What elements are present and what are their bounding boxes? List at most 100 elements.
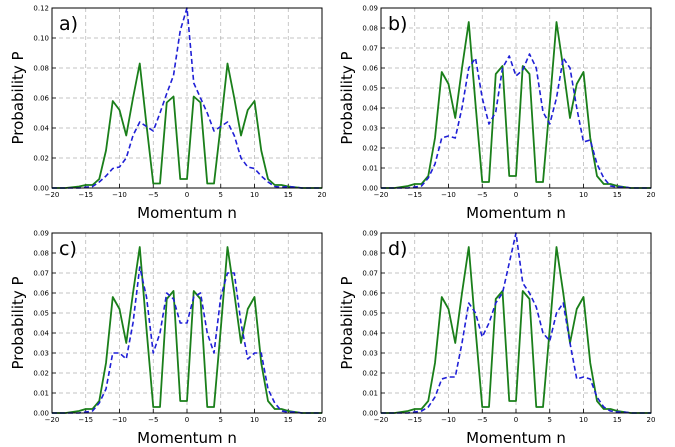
- x-axis-label: Momentum n: [466, 429, 566, 447]
- y-tick-label: 0.03: [362, 125, 378, 133]
- y-tick-label: 0.02: [362, 145, 378, 153]
- x-tick-label: −5: [477, 191, 487, 199]
- x-tick-label: 10: [579, 191, 588, 199]
- plot-frame: [380, 7, 652, 189]
- y-axis-label: Probability P: [9, 51, 27, 144]
- x-tick-label: 5: [548, 191, 552, 199]
- plot-frame: [51, 7, 323, 189]
- dashed-series-line: [52, 266, 322, 414]
- plot-frame: [51, 232, 323, 414]
- panel-label: b): [388, 13, 407, 35]
- x-tick-label: 15: [284, 416, 293, 424]
- x-tick-label: −5: [148, 416, 158, 424]
- x-tick-label: 20: [647, 191, 656, 199]
- x-tick-label: 20: [647, 416, 656, 424]
- x-tick-label: 0: [185, 191, 189, 199]
- y-tick-label: 0.07: [362, 45, 378, 53]
- y-tick-label: 0.06: [362, 65, 378, 73]
- y-tick-label: 0.01: [362, 165, 378, 173]
- x-tick-label: −20: [374, 416, 389, 424]
- x-tick-label: 10: [250, 191, 259, 199]
- x-tick-label: 15: [284, 191, 293, 199]
- x-axis-label: Momentum n: [466, 204, 566, 222]
- x-tick-label: 5: [219, 416, 223, 424]
- y-tick-label: 0.02: [362, 370, 378, 378]
- x-tick-label: −10: [441, 416, 456, 424]
- solid-series-line: [52, 246, 322, 414]
- dashed-series-line: [381, 232, 651, 414]
- y-tick-label: 0.09: [362, 5, 378, 13]
- x-tick-label: 15: [613, 416, 622, 424]
- x-tick-label: −5: [477, 416, 487, 424]
- chart-panel-4: −20 −15 −10 −5 0 5 10 15 20 0.00 0.01 0.02 0.03 0.04 0…: [338, 230, 655, 447]
- y-tick-label: 0.00: [33, 185, 49, 193]
- x-tick-label: −15: [78, 191, 93, 199]
- x-tick-label: 10: [579, 416, 588, 424]
- y-tick-label: 0.06: [33, 95, 49, 103]
- y-tick-label: 0.06: [362, 290, 378, 298]
- y-tick-label: 0.04: [362, 330, 378, 338]
- y-tick-label: 0.08: [362, 25, 378, 33]
- x-tick-label: −15: [407, 191, 422, 199]
- x-axis-label: Momentum n: [137, 429, 237, 447]
- x-tick-label: −15: [407, 416, 422, 424]
- x-tick-label: 0: [514, 416, 518, 424]
- x-tick-label: −20: [374, 191, 389, 199]
- y-tick-label: 0.12: [33, 5, 49, 13]
- y-tick-label: 0.04: [362, 105, 378, 113]
- y-tick-label: 0.07: [362, 270, 378, 278]
- y-tick-label: 0.06: [33, 290, 49, 298]
- solid-series-line: [381, 21, 651, 189]
- chart-panel-3: −20 −15 −10 −5 0 5 10 15 20 0.00 0.01 0.02 0.03 0.04 0…: [9, 230, 326, 447]
- chart-panel-2: −20 −15 −10 −5 0 5 10 15 20 0.00 0.01 0.02 0.03 0.04 0…: [338, 5, 655, 223]
- y-tick-label: 0.09: [362, 230, 378, 238]
- x-tick-label: −5: [148, 191, 158, 199]
- x-tick-label: 15: [613, 191, 622, 199]
- y-tick-label: 0.04: [33, 330, 49, 338]
- y-tick-label: 0.02: [33, 370, 49, 378]
- y-axis-label: Probability P: [9, 276, 27, 369]
- y-tick-label: 0.05: [362, 85, 378, 93]
- x-tick-label: −10: [112, 416, 127, 424]
- y-tick-label: 0.10: [33, 35, 49, 43]
- y-tick-label: 0.07: [33, 270, 49, 278]
- x-tick-label: −20: [45, 191, 60, 199]
- chart-panel-1: −20 −15 −10 −5 0 5 10 15 20 0.00 0.02 0.04 0.06 0.08 0…: [9, 5, 326, 223]
- x-tick-label: 0: [185, 416, 189, 424]
- x-tick-label: −10: [112, 191, 127, 199]
- y-tick-label: 0.04: [33, 125, 49, 133]
- y-tick-label: 0.09: [33, 230, 49, 238]
- x-tick-label: 5: [548, 416, 552, 424]
- y-tick-label: 0.03: [362, 350, 378, 358]
- panel-label: c): [59, 238, 77, 260]
- x-tick-label: 20: [318, 191, 327, 199]
- x-tick-label: −15: [78, 416, 93, 424]
- dashed-series-line: [381, 53, 651, 189]
- y-tick-label: 0.01: [362, 390, 378, 398]
- y-axis-label: Probability P: [338, 276, 356, 369]
- x-tick-label: 10: [250, 416, 259, 424]
- x-tick-label: 5: [219, 191, 223, 199]
- x-tick-label: −10: [441, 191, 456, 199]
- y-tick-label: 0.00: [33, 410, 49, 418]
- plot-frame: [380, 232, 652, 414]
- panel-label: d): [388, 238, 407, 260]
- y-tick-label: 0.03: [33, 350, 49, 358]
- solid-series-line: [381, 246, 651, 414]
- x-tick-label: −20: [45, 416, 60, 424]
- y-tick-label: 0.08: [362, 250, 378, 258]
- x-axis-label: Momentum n: [137, 204, 237, 222]
- y-tick-label: 0.08: [33, 250, 49, 258]
- y-tick-label: 0.02: [33, 155, 49, 163]
- x-tick-label: 20: [318, 416, 327, 424]
- y-axis-label: Probability P: [338, 51, 356, 144]
- y-tick-label: 0.05: [33, 310, 49, 318]
- y-tick-label: 0.01: [33, 390, 49, 398]
- y-tick-label: 0.00: [362, 185, 378, 193]
- y-tick-label: 0.00: [362, 410, 378, 418]
- panel-label: a): [59, 13, 78, 35]
- solid-series-line: [52, 62, 322, 189]
- y-tick-label: 0.05: [362, 310, 378, 318]
- x-tick-label: 0: [514, 191, 518, 199]
